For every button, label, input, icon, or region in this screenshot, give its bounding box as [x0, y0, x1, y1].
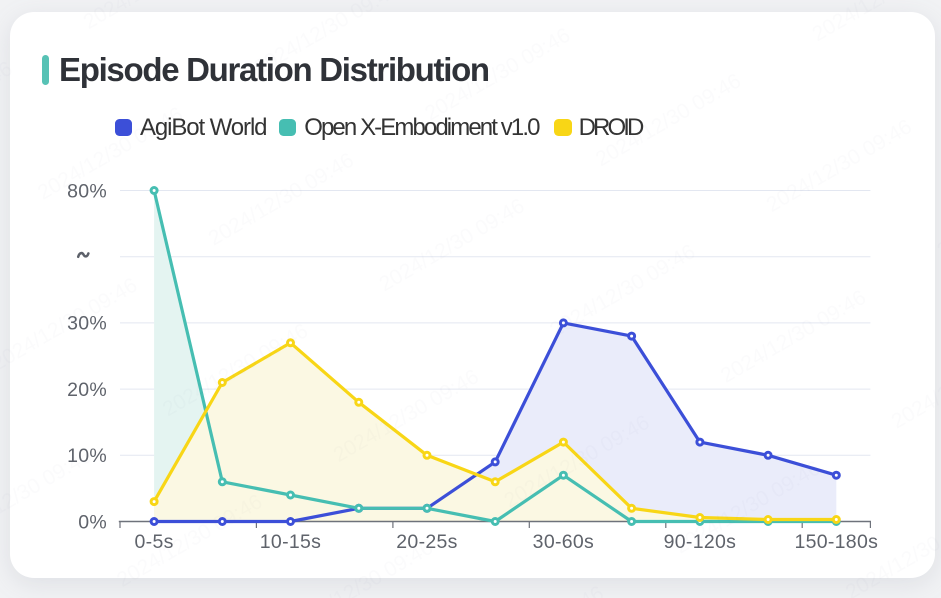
- svg-text:2024/12/30 09:46: 2024/12/30 09:46: [421, 24, 574, 126]
- svg-text:2024/12/30 09:46: 2024/12/30 09:46: [375, 194, 528, 296]
- svg-text:20-25s: 20-25s: [396, 531, 457, 553]
- svg-text:2024/12/30 09:46: 2024/12/30 09:46: [80, 0, 233, 34]
- svg-text:2024/12/30 09:46: 2024/12/30 09:46: [763, 115, 916, 217]
- svg-text:2024/12/30 09:46: 2024/12/30 09:46: [250, 0, 403, 80]
- svg-text:20%: 20%: [67, 379, 107, 401]
- svg-text:150-180s: 150-180s: [794, 531, 878, 553]
- svg-text:2024/12/30 09:46: 2024/12/30 09:46: [546, 240, 699, 342]
- svg-text:2024/12/30 09:46: 2024/12/30 09:46: [0, 57, 16, 159]
- svg-text:2024/12/30 09:46: 2024/12/30 09:46: [888, 332, 941, 434]
- svg-text:2024/12/30 09:46: 2024/12/30 09:46: [455, 582, 608, 598]
- svg-text:10%: 10%: [67, 445, 107, 467]
- svg-text:2024/12/30 09:46: 2024/12/30 09:46: [205, 149, 358, 251]
- svg-text:2024/12/30 09:46: 2024/12/30 09:46: [808, 0, 941, 46]
- svg-text:2024/12/30 09:46: 2024/12/30 09:46: [717, 286, 870, 388]
- svg-text:90-120s: 90-120s: [664, 531, 737, 553]
- svg-text:0%: 0%: [78, 511, 107, 533]
- svg-text:2024/12/30 09:46: 2024/12/30 09:46: [34, 103, 187, 205]
- svg-text:10-15s: 10-15s: [260, 531, 321, 553]
- svg-text:30-60s: 30-60s: [533, 531, 594, 553]
- svg-text:2024/12/30 09:46: 2024/12/30 09:46: [933, 161, 941, 263]
- svg-text:80%: 80%: [67, 180, 107, 202]
- svg-text:0-5s: 0-5s: [135, 531, 174, 553]
- svg-text:30%: 30%: [67, 313, 107, 335]
- svg-text:2024/12/30 09:46: 2024/12/30 09:46: [592, 69, 745, 171]
- svg-text:2024/12/30 09:46: 2024/12/30 09:46: [0, 274, 141, 376]
